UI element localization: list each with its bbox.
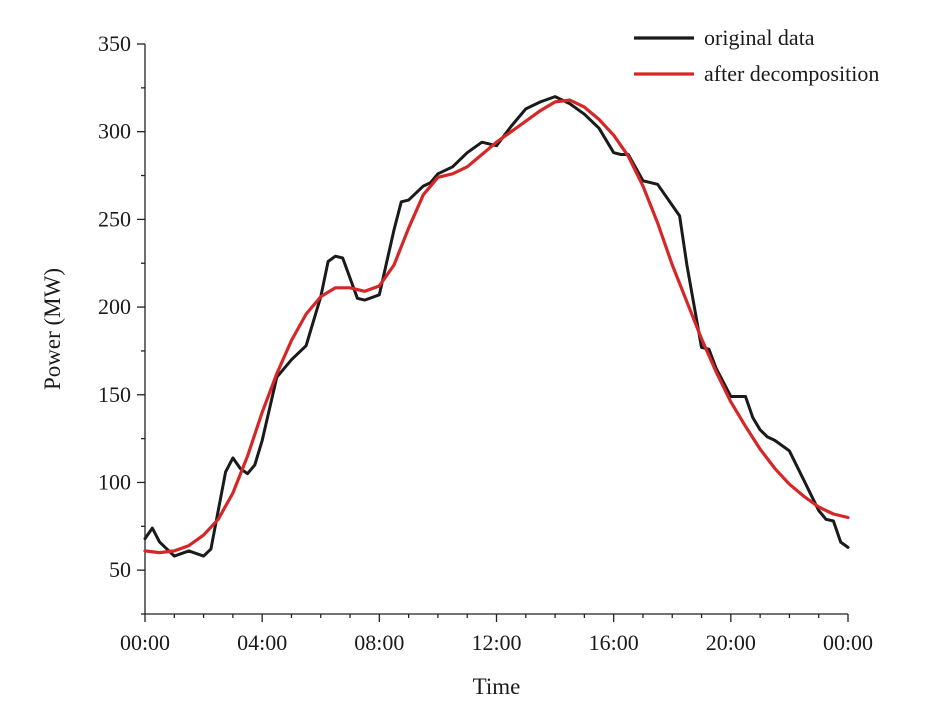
series-line-after-decomposition: [143, 98, 850, 555]
x-tick-label: 20:00: [706, 630, 756, 655]
x-axis-title: Time: [473, 674, 521, 699]
y-tick-label: 350: [98, 31, 131, 56]
y-axis-title: Power (MW): [40, 268, 65, 390]
y-tick-label: 150: [98, 382, 131, 407]
legend-label: original data: [704, 25, 815, 50]
x-tick-label: 00:00: [823, 630, 873, 655]
series-line-original-data: [143, 95, 850, 558]
x-tick-label: 04:00: [237, 630, 287, 655]
series-layer: [143, 95, 850, 558]
x-tick-label: 08:00: [354, 630, 404, 655]
x-tick-label: 16:00: [589, 630, 639, 655]
x-axis-ticks: 00:00 04:00 08:00 12:00 16:00 20:00 00:00: [120, 614, 873, 655]
legend: original data after decomposition: [634, 25, 879, 86]
y-tick-label: 100: [98, 469, 131, 494]
axes: 00:00 04:00 08:00 12:00 16:00 20:00 00:00 50 10…: [98, 31, 873, 655]
x-tick-label: 12:00: [471, 630, 521, 655]
y-tick-label: 300: [98, 119, 131, 144]
y-tick-label: 200: [98, 294, 131, 319]
y-tick-label: 50: [109, 557, 131, 582]
legend-label: after decomposition: [704, 61, 879, 86]
x-tick-label: 00:00: [120, 630, 170, 655]
y-axis-ticks: 50 100 150 200 250 300 350: [98, 31, 145, 615]
y-tick-label: 250: [98, 206, 131, 231]
